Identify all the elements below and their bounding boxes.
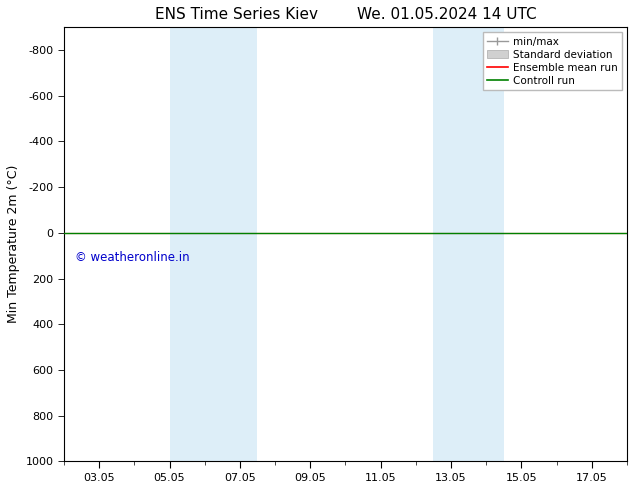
Text: © weatheronline.in: © weatheronline.in	[75, 251, 190, 264]
Bar	[169, 27, 257, 461]
Y-axis label: Min Temperature 2m (°C): Min Temperature 2m (°C)	[7, 165, 20, 323]
Legend: min/max, Standard deviation, Ensemble mean run, Controll run: min/max, Standard deviation, Ensemble me…	[482, 32, 622, 90]
Bar	[434, 27, 504, 461]
Title: ENS Time Series Kiev        We. 01.05.2024 14 UTC: ENS Time Series Kiev We. 01.05.2024 14 U…	[155, 7, 536, 22]
